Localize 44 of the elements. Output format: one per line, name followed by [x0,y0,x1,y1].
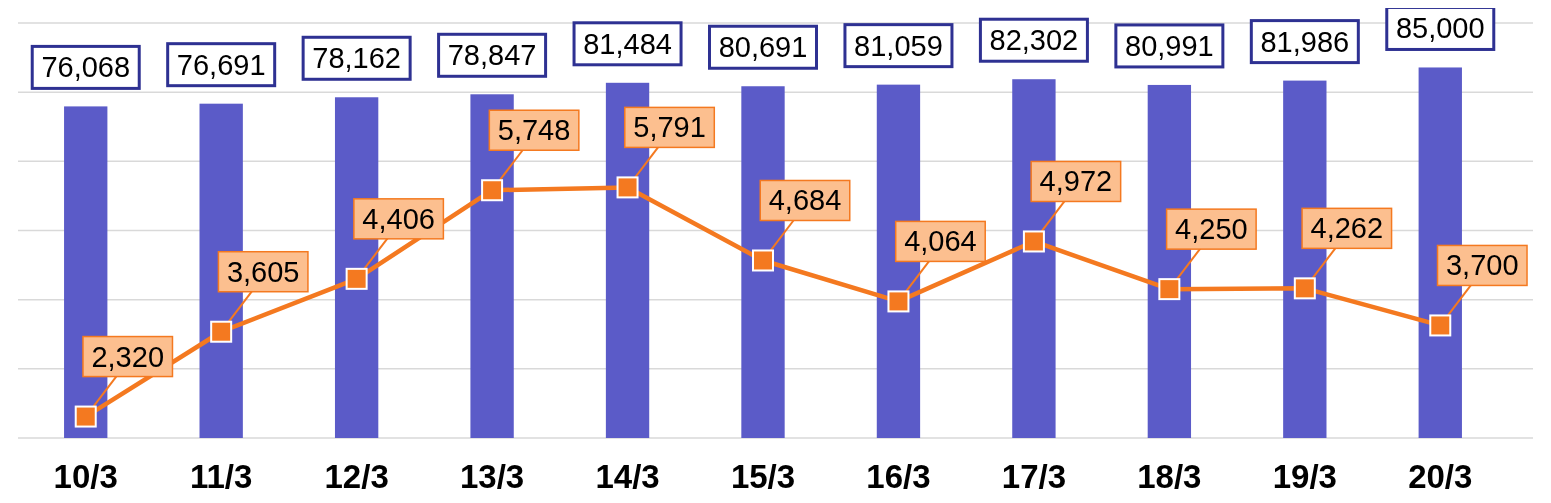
x-tick-label: 13/3 [459,458,525,495]
point [752,249,774,272]
x-tick-label: 16/3 [866,458,931,495]
data-label: 4,406 [362,202,435,235]
x-tick-label: 11/3 [189,458,253,495]
x-tick-label: 19/3 [1272,458,1337,495]
x-tick-label: 20/3 [1408,458,1473,495]
point [74,405,97,428]
data-label: 4,250 [1175,213,1248,246]
point [1022,230,1045,253]
data-label: 81,059 [854,29,943,62]
data-label: 78,162 [312,42,401,75]
point [616,176,639,199]
point [1293,277,1316,300]
x-tick-label: 17/3 [1001,458,1067,495]
data-label: 82,302 [989,24,1079,57]
data-label: 81,484 [583,27,672,60]
data-label: 5,791 [633,111,706,144]
data-label: 2,320 [91,340,165,373]
data-label: 78,847 [447,39,537,72]
data-label: 4,064 [904,225,977,258]
point [210,320,233,343]
data-label: 76,068 [41,51,131,84]
data-label: 81,986 [1260,25,1350,58]
data-label: 3,605 [226,255,300,288]
data-label: 80,991 [1125,29,1214,62]
data-label: 3,700 [1445,249,1519,282]
x-tick-label: 12/3 [324,458,389,495]
x-tick-label: 14/3 [595,458,660,495]
point [481,179,504,202]
data-label: 76,691 [176,48,266,81]
data-label: 4,262 [1310,212,1384,245]
data-label: 4,972 [1039,165,1113,198]
x-tick-label: 10/3 [53,458,118,495]
point [887,290,910,313]
data-label: 80,691 [718,31,808,64]
data-label: 4,684 [768,184,842,217]
point [1158,278,1181,301]
point [345,267,368,290]
data-label: 85,000 [1395,12,1485,45]
x-tick-label: 18/3 [1137,458,1202,495]
x-tick-label: 15/3 [730,458,796,495]
point [1429,314,1452,337]
data-label: 5,748 [497,114,571,147]
